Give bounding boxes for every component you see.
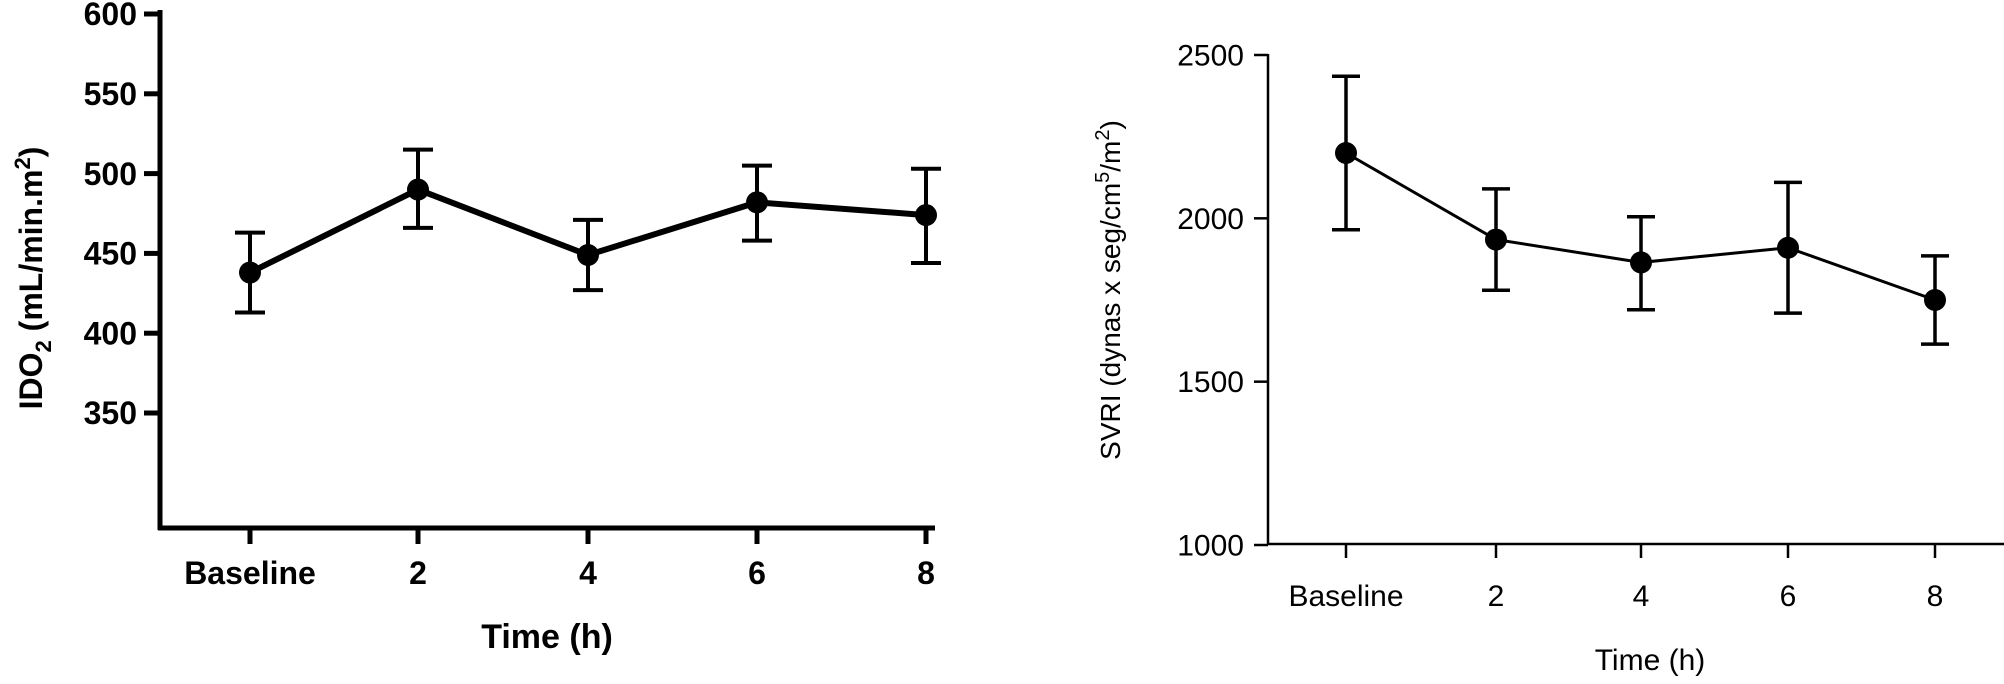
y-tick-label: 600 [84, 0, 137, 32]
data-point [915, 204, 937, 227]
x-tick-label: 8 [1927, 580, 1944, 613]
data-point [239, 261, 261, 284]
x-tick-label: 2 [1488, 580, 1505, 613]
error-bars [235, 147, 941, 315]
x-tick-label: Baseline [184, 555, 316, 591]
y-axis-ticks: 350 400 450 500 550 600 [84, 0, 160, 431]
data-points [1335, 142, 1946, 311]
x-axis-label: Time (h) [1595, 644, 1706, 677]
y-axis-label: SVRI (dynas x seg/cm5/m2) [1092, 120, 1126, 460]
x-tick-label: 2 [409, 555, 427, 591]
y-tick-label: 2500 [1177, 40, 1244, 73]
data-point [1777, 236, 1799, 259]
y-axis-label: IDO2 (mL/min.m2) [10, 147, 56, 410]
x-tick-label: 8 [917, 555, 935, 591]
x-tick-label: 6 [1780, 580, 1797, 613]
data-point [1335, 142, 1357, 164]
data-point [746, 191, 768, 214]
data-points [239, 178, 937, 284]
error-bars [1332, 74, 1949, 346]
y-tick-label: 1500 [1177, 366, 1244, 399]
x-axis-ticks: Baseline 2 4 6 8 [184, 528, 935, 591]
x-tick-label: 4 [579, 555, 597, 591]
y-tick-label: 350 [84, 395, 137, 431]
data-point [1630, 251, 1652, 274]
chart-ido2: 350 400 450 500 550 600 Baseline 2 4 6 8 Time (h)… [10, 0, 941, 656]
y-tick-label: 450 [84, 236, 137, 272]
y-tick-label: 2000 [1177, 203, 1244, 236]
y-tick-label: 500 [84, 156, 137, 192]
x-tick-label: Baseline [1288, 580, 1403, 613]
x-tick-label: 4 [1633, 580, 1650, 613]
x-axis-ticks: Baseline 2 4 6 8 [1288, 544, 1943, 613]
y-tick-label: 1000 [1177, 530, 1244, 563]
x-tick-label: 6 [748, 555, 766, 591]
x-axis-label: Time (h) [481, 618, 613, 656]
data-point [1924, 289, 1946, 311]
data-point [577, 243, 599, 266]
chart-svri: 1000 1500 2000 2500 Baseline 2 4 6 8 Time (h) S… [1092, 40, 2004, 677]
y-axis-ticks: 1000 1500 2000 2500 [1177, 40, 1268, 563]
y-tick-label: 550 [84, 76, 137, 112]
y-tick-label: 400 [84, 315, 137, 351]
data-point [1485, 228, 1507, 251]
data-point [407, 178, 429, 201]
